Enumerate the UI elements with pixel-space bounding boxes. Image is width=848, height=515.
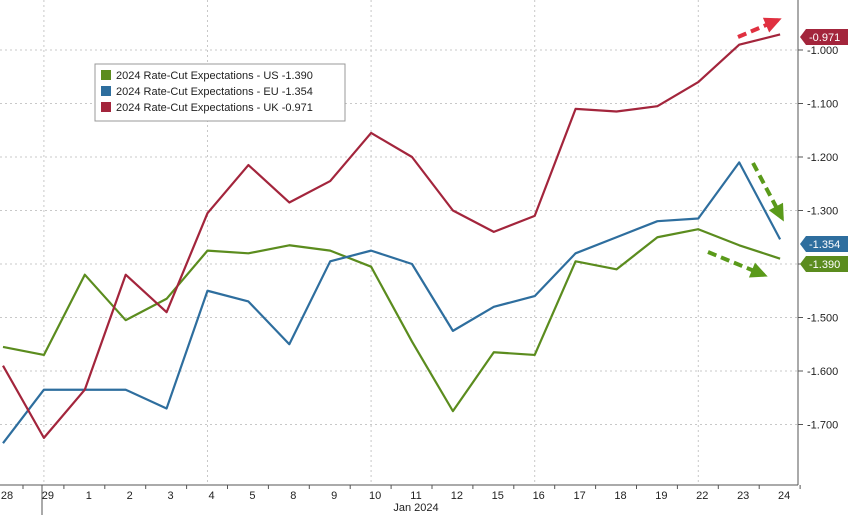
arrow-head [768,202,784,222]
legend-entry: 2024 Rate-Cut Expectations - UK -0.971 [116,102,313,114]
last-value-badge [800,29,848,45]
legend-entry: 2024 Rate-Cut Expectations - EU -1.354 [116,86,313,98]
series-line-2 [2,33,781,439]
trend-arrows [707,17,784,278]
legend-swatch [101,70,111,80]
y-tick-label: -1.100 [807,99,838,111]
x-tick-label: 4 [208,490,214,502]
x-tick-label: 18 [614,490,626,502]
x-tick-label: 1 [86,490,92,502]
x-tick-label: 12 [451,490,463,502]
x-tick-label: 24 [778,490,790,502]
y-tick-label: -1.200 [807,152,838,164]
y-tick-label: -1.300 [807,206,838,218]
arrow-head [748,262,768,278]
x-tick-label: 9 [331,490,337,502]
arrow-shaft [751,162,784,219]
arrow-us-down [707,250,768,278]
x-tick-label: 23 [737,490,749,502]
x-tick-label: 2 [127,490,133,502]
x-tick-label: 5 [249,490,255,502]
y-tick-label: -1.500 [807,313,838,325]
last-value-badge [800,256,848,272]
x-tick-label: 22 [696,490,708,502]
series-line-1 [2,161,782,444]
last-value-badge [800,236,848,252]
x-period-label: Jan 2024 [393,502,438,514]
legend-swatch [101,86,111,96]
last-value-label: -1.354 [800,236,848,252]
last-value-labels: -1.390 -1.354 -0.971 [800,29,848,272]
last-value-label: -0.971 [800,29,848,45]
legend-entry: 2024 Rate-Cut Expectations - US -1.390 [116,70,313,82]
x-tick-label: 15 [492,490,504,502]
x-tick-label: 16 [533,490,545,502]
x-tick-label: 11 [410,490,421,502]
last-value-text: -0.971 [809,32,840,44]
x-tick-label: 10 [369,490,381,502]
x-tick-label: 17 [573,490,585,502]
series-line-0 [2,228,781,413]
legend-swatch [101,102,111,112]
arrow-head [762,17,782,33]
y-tick-label: -1.600 [807,366,838,378]
x-tick-label: 3 [168,490,174,502]
y-tick-label: -1.000 [807,45,838,57]
x-tick-label: 8 [290,490,296,502]
arrow-eu-down [751,162,784,222]
x-tick-label: 19 [655,490,667,502]
last-value-text: -1.390 [809,259,840,271]
x-tick-label: 29 [42,490,54,502]
arrow-uk-up [737,17,782,39]
series-lines [2,33,782,444]
legend-box [94,63,346,122]
last-value-text: -1.354 [809,239,840,251]
y-tick-label: -1.700 [807,420,838,432]
x-tick-label: 28 [1,490,13,502]
legend: 2024 Rate-Cut Expectations - US -1.390 20… [94,63,346,122]
last-value-label: -1.390 [800,256,848,272]
